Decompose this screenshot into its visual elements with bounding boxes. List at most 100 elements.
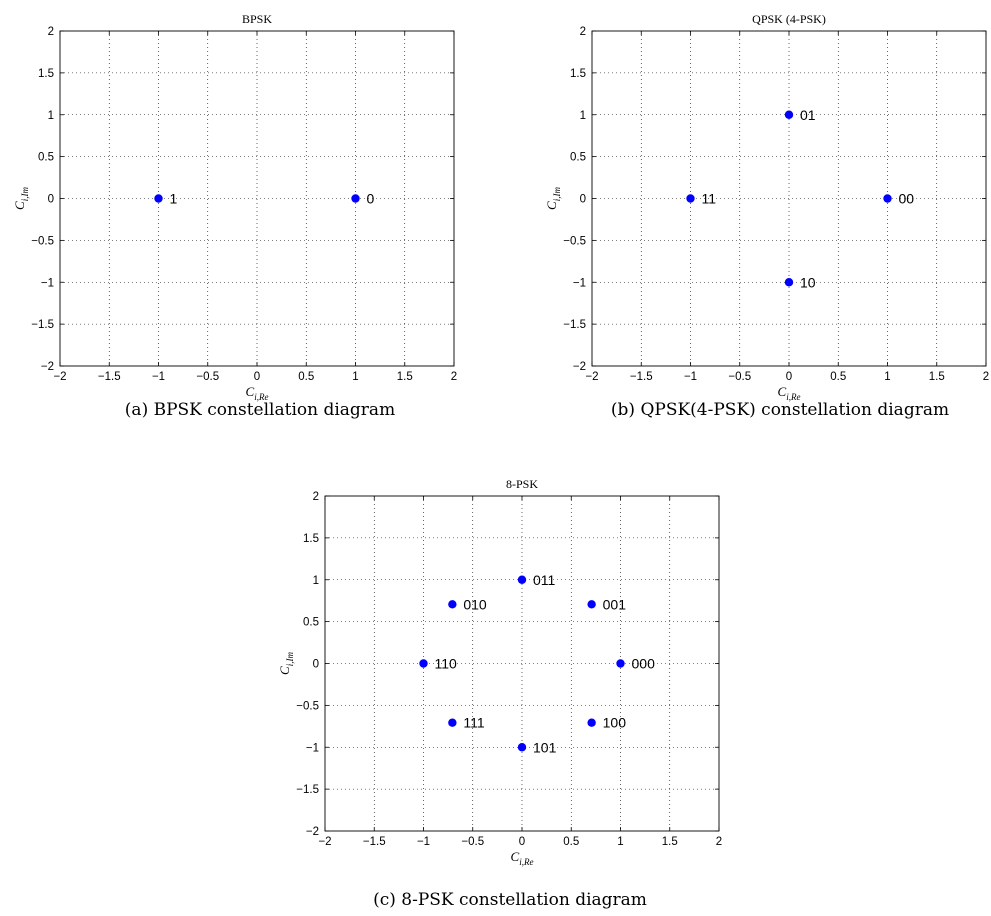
bpsk-ytick-label-1: −1.5	[31, 319, 54, 331]
bpsk-ytick-label-6: 1	[48, 110, 54, 122]
bpsk-point-label-0: 0	[367, 191, 375, 207]
qpsk-ytick-label-7: 1.5	[570, 68, 586, 80]
8psk-xtick-label-2: −1	[417, 836, 430, 848]
bpsk-xlabel: Ci,Re	[246, 384, 269, 402]
8psk-point-010	[448, 600, 457, 609]
8psk-xtick-label-7: 1.5	[662, 836, 678, 848]
8psk-point-label-001: 001	[603, 596, 627, 612]
8psk-point-label-011: 011	[533, 572, 556, 588]
qpsk-point-00	[883, 194, 892, 203]
8psk-point-100	[587, 718, 596, 727]
8psk-point-011	[517, 575, 527, 584]
8psk-point-000	[616, 659, 625, 668]
bpsk-xtick-label-1: −1.5	[98, 371, 121, 383]
8psk-xtick-label-3: −0.5	[461, 836, 484, 848]
qpsk-xtick-label-3: −0.5	[728, 371, 751, 383]
qpsk-point-01	[784, 110, 794, 119]
8psk-ytick-label-4: 0	[313, 659, 319, 671]
bpsk-xtick-label-4: 0	[254, 371, 260, 383]
qpsk-ytick-label-0: −2	[573, 361, 586, 373]
bpsk-ytick-label-0: −2	[41, 361, 54, 373]
8psk-xtick-label-1: −1.5	[363, 836, 386, 848]
caption-qpsk: (b) QPSK(4-PSK) constellation diagram	[610, 400, 950, 420]
qpsk-xlabel: Ci,Re	[778, 384, 801, 402]
qpsk-point-label-11: 11	[702, 191, 717, 207]
8psk-xtick-label-5: 0.5	[563, 836, 579, 848]
chart-panel-8psk: −2 −1.5 −1 −0.5 0 0.5 1 1.5 2 −2 −1.5 −1 −0.5 0 0.5 1 1.…	[270, 470, 750, 910]
8psk-point-101	[517, 743, 527, 752]
8psk-xtick-label-6: 1	[617, 836, 623, 848]
qpsk-ytick-label-3: −0.5	[563, 235, 586, 247]
qpsk-ytick-label-4: 0	[580, 194, 586, 206]
8psk-ytick-label-5: 0.5	[303, 617, 319, 629]
qpsk-xtick-label-2: −1	[684, 371, 697, 383]
8psk-ytick-label-8: 2	[313, 491, 319, 503]
qpsk-xtick-label-7: 1.5	[929, 371, 945, 383]
8psk-point-001	[587, 600, 596, 609]
bpsk-xtick-label-0: −2	[53, 371, 66, 383]
bpsk-xtick-label-6: 1	[352, 371, 358, 383]
8psk-ytick-label-2: −1	[306, 742, 319, 754]
8psk-point-label-101: 101	[533, 739, 557, 755]
8psk-ytick-label-0: −2	[306, 826, 319, 838]
8psk-point-111	[448, 718, 457, 727]
qpsk-ytick-label-1: −1.5	[563, 319, 586, 331]
8psk-plot-title: 8-PSK	[506, 477, 538, 491]
qpsk-plot-title: QPSK (4-PSK)	[752, 12, 826, 26]
chart-8psk-svg: −2 −1.5 −1 −0.5 0 0.5 1 1.5 2 −2 −1.5 −1 −0.5 0 0.5 1 1.…	[277, 477, 722, 867]
bpsk-ytick-label-4: 0	[48, 194, 54, 206]
8psk-point-110	[419, 659, 428, 668]
8psk-point-label-111: 111	[463, 715, 484, 731]
qpsk-xtick-label-5: 0.5	[830, 371, 846, 383]
8psk-ytick-label-1: −1.5	[296, 784, 319, 796]
qpsk-ytick-label-5: 0.5	[570, 152, 586, 164]
qpsk-xtick-label-6: 1	[884, 371, 890, 383]
bpsk-ytick-label-3: −0.5	[31, 235, 54, 247]
qpsk-xtick-label-0: −2	[585, 371, 598, 383]
qpsk-point-label-00: 00	[899, 191, 915, 207]
chart-panel-bpsk: −2 −1.5 −1 −0.5 0 0.5 1 1.5 2 −2 −1.5 −1 −0.5 0 0.5 1 1.…	[0, 0, 480, 420]
8psk-point-label-010: 010	[463, 596, 487, 612]
8psk-ytick-label-6: 1	[313, 575, 319, 587]
chart-panel-qpsk: −2 −1.5 −1 −0.5 0 0.5 1 1.5 2 −2 −1.5 −1 −0.5 0 0.5 1 1.…	[500, 0, 991, 420]
bpsk-xtick-label-5: 0.5	[298, 371, 314, 383]
8psk-point-label-000: 000	[632, 656, 656, 672]
8psk-xtick-label-8: 2	[716, 836, 722, 848]
qpsk-point-label-10: 10	[800, 274, 816, 290]
bpsk-xtick-label-3: −0.5	[196, 371, 219, 383]
bpsk-ytick-label-2: −1	[41, 277, 54, 289]
8psk-ylabel: Ci,Im	[277, 652, 295, 675]
qpsk-xtick-label-4: 0	[786, 371, 792, 383]
bpsk-point-0	[351, 194, 360, 203]
bpsk-xtick-label-8: 2	[451, 371, 457, 383]
bpsk-xtick-label-7: 1.5	[397, 371, 413, 383]
bpsk-xtick-label-2: −1	[152, 371, 165, 383]
8psk-point-label-100: 100	[603, 715, 627, 731]
qpsk-ytick-label-6: 1	[580, 110, 586, 122]
bpsk-ytick-label-8: 2	[48, 26, 54, 38]
caption-bpsk: (a) BPSK constellation diagram	[124, 400, 396, 420]
qpsk-ytick-label-2: −1	[573, 277, 586, 289]
qpsk-point-10	[784, 278, 794, 287]
qpsk-ylabel: Ci,Im	[544, 187, 562, 210]
qpsk-xtick-label-1: −1.5	[630, 371, 653, 383]
caption-8psk: (c) 8-PSK constellation diagram	[373, 890, 647, 910]
qpsk-point-11	[686, 194, 695, 203]
8psk-ytick-label-7: 1.5	[303, 533, 319, 545]
qpsk-ytick-label-8: 2	[580, 26, 586, 38]
bpsk-plot-title: BPSK	[242, 12, 272, 26]
chart-qpsk-svg: −2 −1.5 −1 −0.5 0 0.5 1 1.5 2 −2 −1.5 −1 −0.5 0 0.5 1 1.…	[544, 12, 989, 402]
bpsk-ytick-label-7: 1.5	[38, 68, 54, 80]
qpsk-point-label-01: 01	[800, 107, 816, 123]
qpsk-xtick-label-8: 2	[983, 371, 989, 383]
bpsk-ylabel: Ci,Im	[12, 187, 30, 210]
8psk-point-label-110: 110	[435, 656, 458, 672]
bpsk-point-label-1: 1	[170, 191, 178, 207]
bpsk-point-1	[154, 194, 163, 203]
8psk-xtick-label-0: −2	[318, 836, 331, 848]
bpsk-ytick-label-5: 0.5	[38, 152, 54, 164]
8psk-ytick-label-3: −0.5	[296, 700, 319, 712]
8psk-xtick-label-4: 0	[519, 836, 525, 848]
chart-bpsk-svg: −2 −1.5 −1 −0.5 0 0.5 1 1.5 2 −2 −1.5 −1 −0.5 0 0.5 1 1.…	[12, 12, 457, 402]
8psk-xlabel: Ci,Re	[511, 849, 534, 867]
